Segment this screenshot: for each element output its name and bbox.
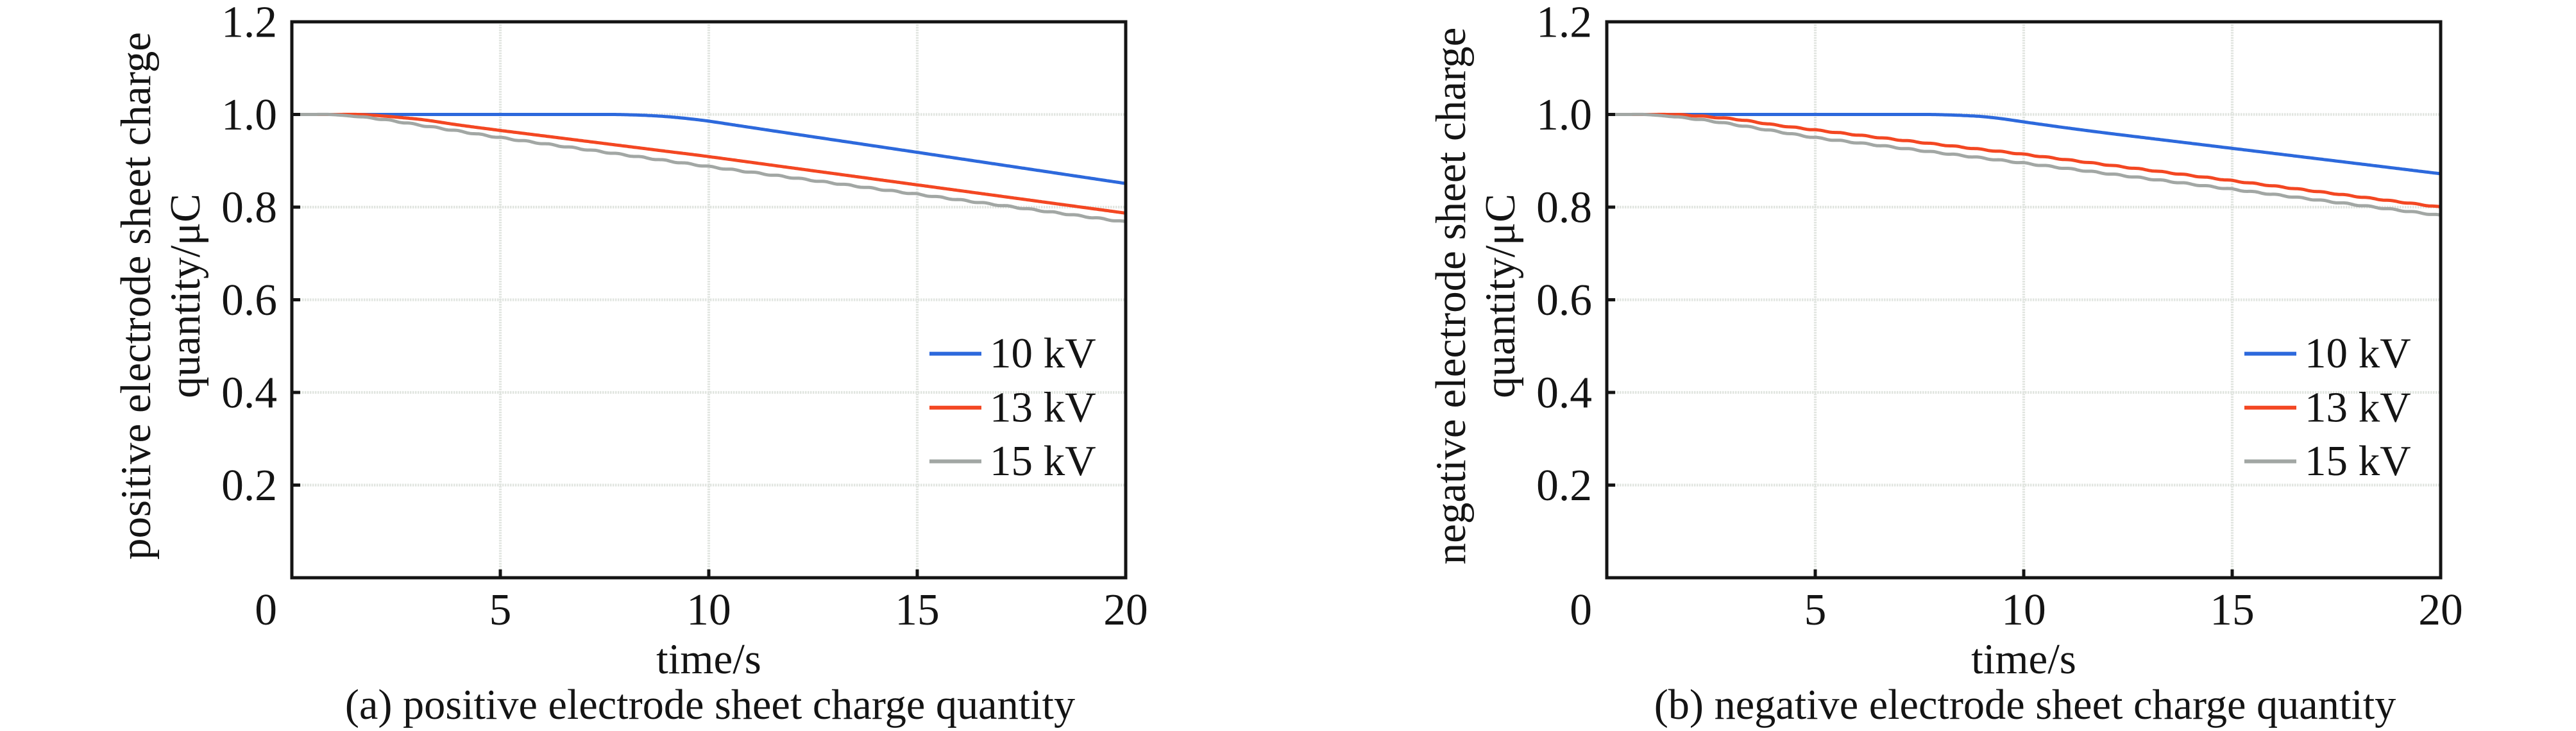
svg-text:10: 10 [2001,585,2046,635]
svg-text:10 kV: 10 kV [990,330,1096,377]
svg-text:13 kV: 13 kV [990,383,1096,431]
svg-text:1.2: 1.2 [221,0,277,47]
svg-text:0: 0 [255,585,277,635]
svg-text:5: 5 [489,585,512,635]
svg-text:15 kV: 15 kV [990,437,1096,485]
svg-text:20: 20 [1103,585,1148,635]
svg-text:10: 10 [686,585,731,635]
svg-text:negative electrode sheet charg: negative electrode sheet charge [1427,28,1475,565]
svg-text:time/s: time/s [1971,635,2076,683]
svg-text:0.6: 0.6 [221,276,277,325]
svg-text:quantity/μC: quantity/μC [1477,194,1524,398]
svg-text:0.8: 0.8 [1536,183,1592,233]
svg-text:0.2: 0.2 [1536,461,1592,510]
svg-text:0.2: 0.2 [221,461,277,510]
svg-text:0.4: 0.4 [221,369,277,418]
svg-text:5: 5 [1804,585,1827,635]
svg-text:positive electrode sheet charg: positive electrode sheet charge [112,32,160,560]
svg-text:10 kV: 10 kV [2305,330,2411,377]
svg-text:15 kV: 15 kV [2305,437,2411,485]
svg-text:0.8: 0.8 [221,183,277,233]
svg-text:1.0: 1.0 [221,90,277,140]
svg-text:(b) negative electrode sheet c: (b) negative electrode sheet charge quan… [1654,682,2396,728]
svg-text:(a) positive electrode sheet c: (a) positive electrode sheet charge quan… [345,682,1075,728]
svg-text:0.4: 0.4 [1536,369,1592,418]
svg-text:1.0: 1.0 [1536,90,1592,140]
svg-text:1.2: 1.2 [1536,0,1592,47]
svg-text:13 kV: 13 kV [2305,383,2411,431]
svg-text:quantity/μC: quantity/μC [162,194,209,398]
svg-text:0.6: 0.6 [1536,276,1592,325]
svg-text:time/s: time/s [656,635,761,683]
svg-text:15: 15 [2210,585,2255,635]
svg-text:20: 20 [2418,585,2463,635]
svg-text:15: 15 [895,585,940,635]
svg-text:0: 0 [1570,585,1592,635]
